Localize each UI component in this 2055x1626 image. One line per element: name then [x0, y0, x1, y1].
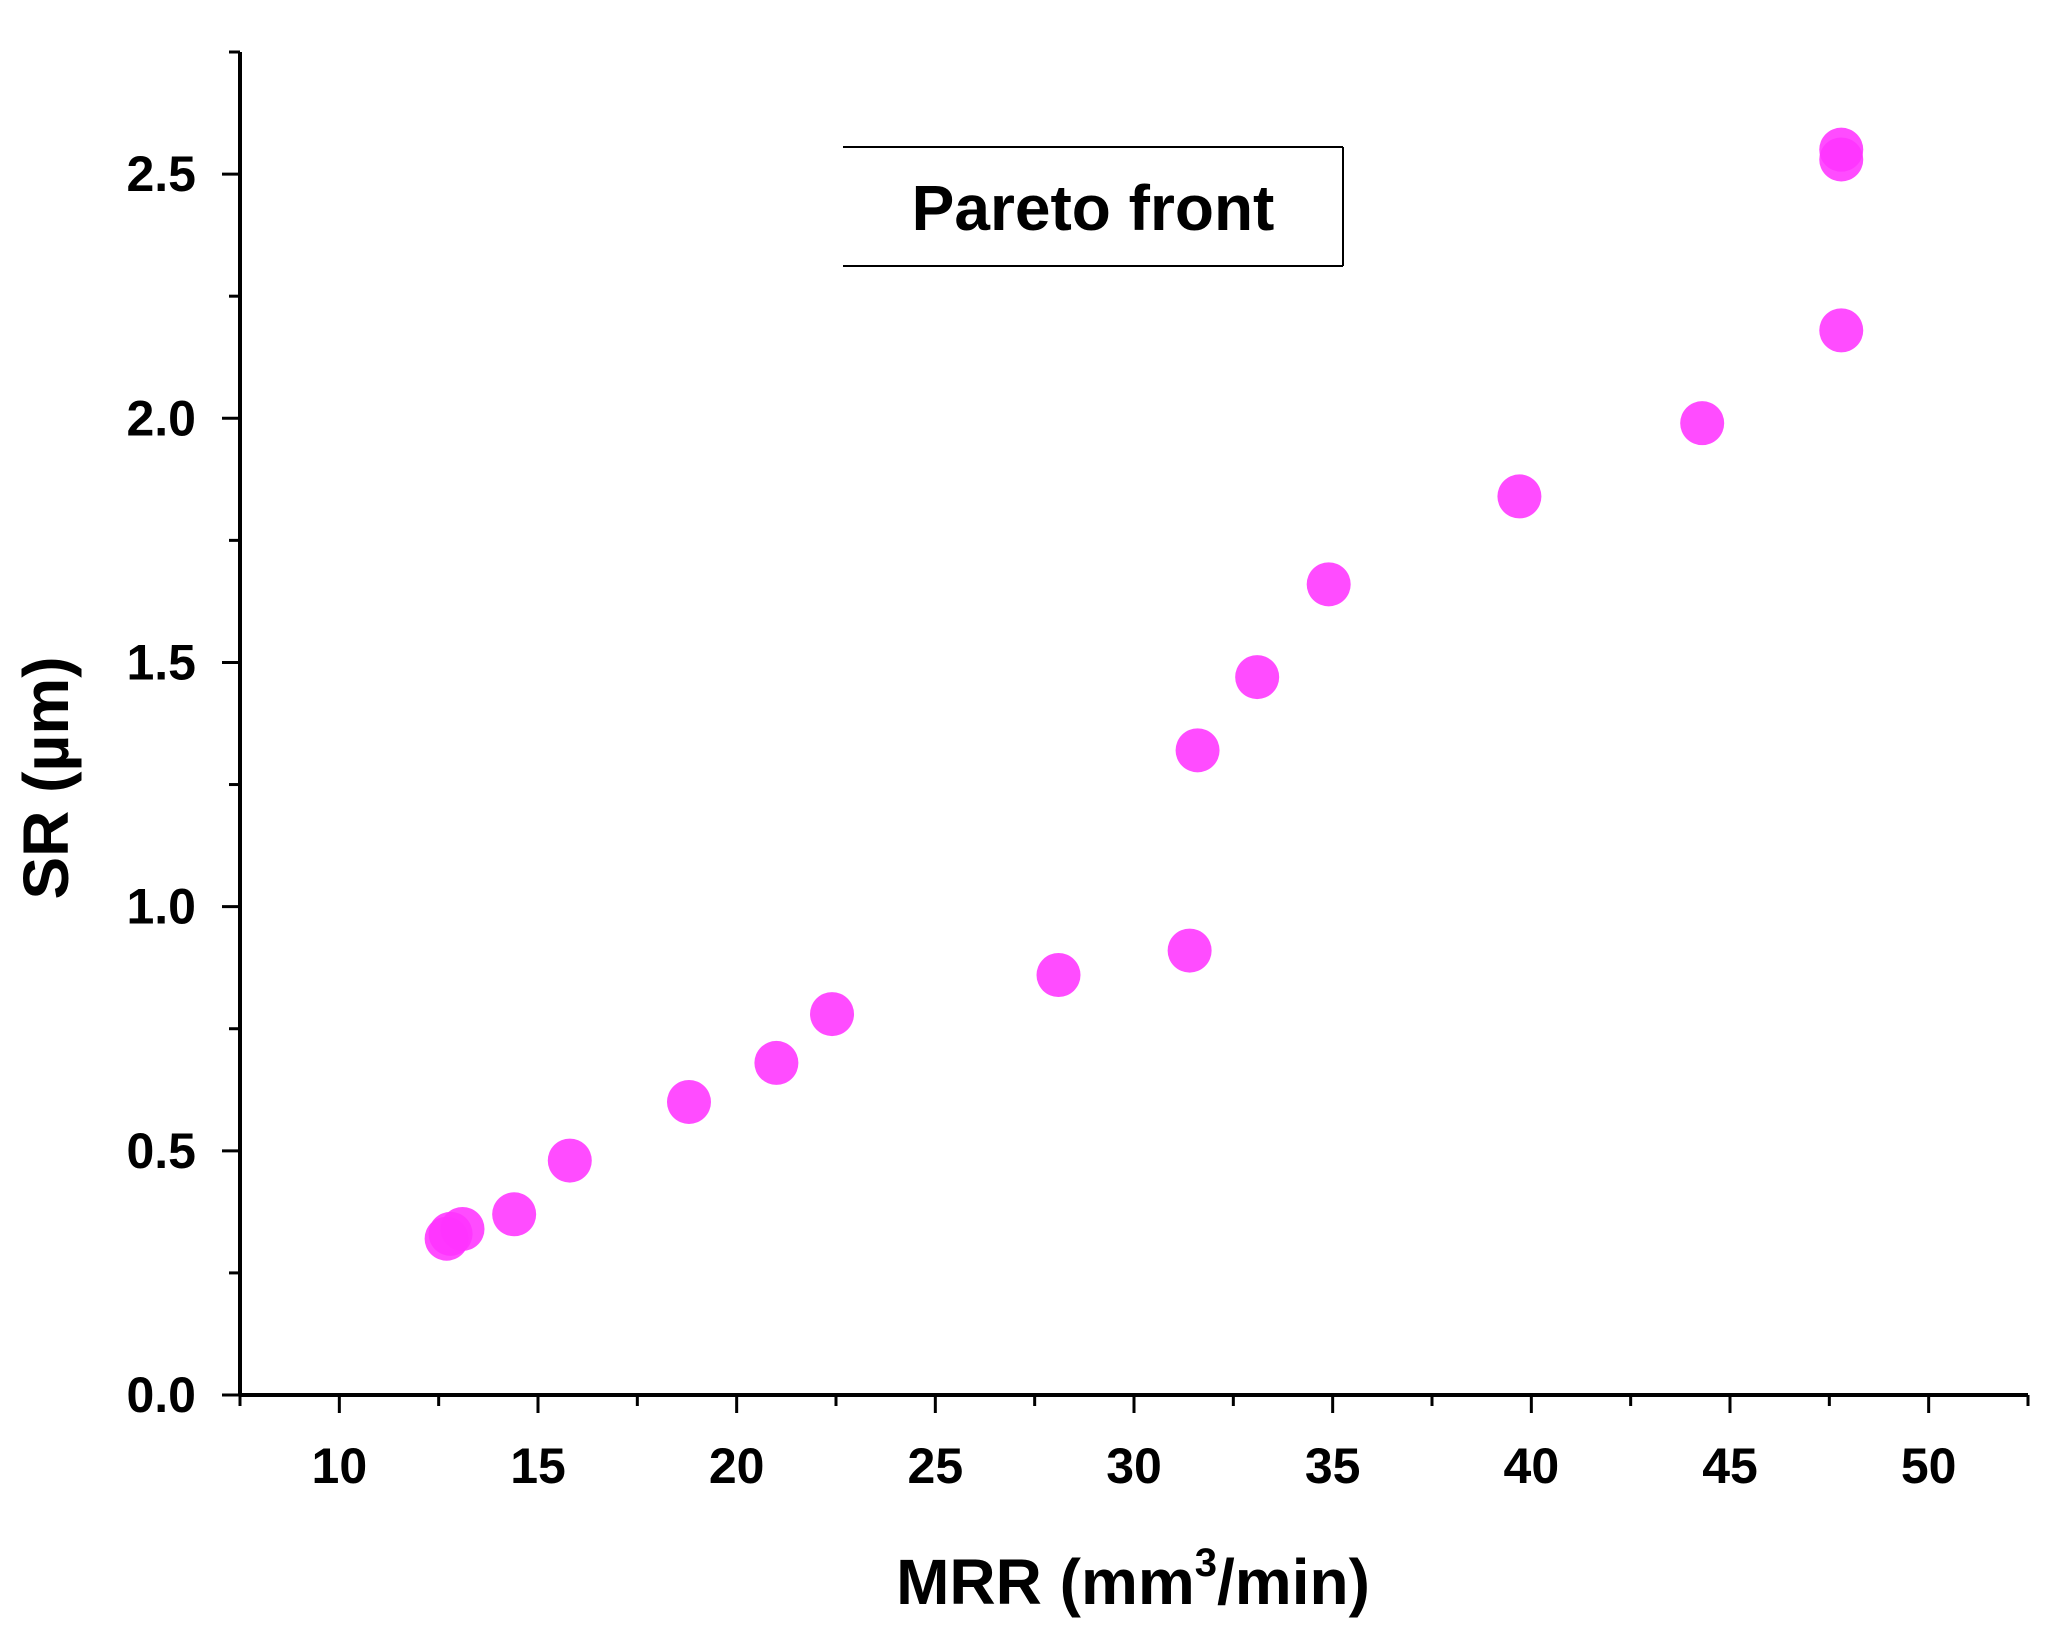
- data-point: [1497, 474, 1542, 519]
- data-point: [1819, 308, 1864, 353]
- x-axis-title: MRR (mm3/min): [896, 1541, 1370, 1618]
- y-tick-label: 2.5: [126, 146, 196, 202]
- x-tick-label: 15: [510, 1438, 566, 1494]
- x-axis-title-superscript: 3: [1195, 1541, 1217, 1585]
- data-point: [492, 1192, 537, 1237]
- data-point: [440, 1206, 485, 1251]
- data-point: [1680, 401, 1725, 446]
- x-tick-label: 10: [312, 1438, 368, 1494]
- y-tick-label: 0.0: [126, 1367, 196, 1423]
- x-axis-title-end: /min): [1217, 1546, 1370, 1618]
- y-tick-label: 2.0: [126, 390, 196, 446]
- x-tick-label: 45: [1702, 1438, 1758, 1494]
- data-point: [1235, 655, 1280, 700]
- y-tick-label: 0.5: [126, 1123, 196, 1179]
- y-tick-label: 1.0: [126, 879, 196, 935]
- data-point: [1036, 953, 1081, 998]
- data-point: [666, 1079, 711, 1124]
- x-tick-label: 35: [1305, 1438, 1361, 1494]
- y-tick-label: 1.5: [126, 634, 196, 690]
- data-point: [1306, 562, 1351, 607]
- data-point: [810, 992, 855, 1037]
- data-point: [754, 1040, 799, 1085]
- y-axis-title: SR (µm): [10, 656, 82, 899]
- data-point: [1167, 928, 1212, 973]
- x-tick-label: 40: [1504, 1438, 1560, 1494]
- data-point: [1175, 728, 1220, 773]
- legend-entry-label: Pareto front: [912, 172, 1275, 244]
- x-axis-title-main: MRR (mm: [896, 1546, 1195, 1618]
- data-points: [424, 127, 1864, 1261]
- x-tick-label: 25: [908, 1438, 964, 1494]
- legend: Pareto front: [843, 146, 1344, 267]
- x-tick-label: 20: [709, 1438, 765, 1494]
- x-tick-label: 30: [1106, 1438, 1162, 1494]
- x-tick-label: 50: [1901, 1438, 1957, 1494]
- data-point: [547, 1138, 592, 1183]
- axes: 10 15 20 25 30 35 40 45 50 0.0 0.5 1.0 1.5 2.0 2.5: [126, 50, 2030, 1494]
- data-point: [1819, 127, 1864, 172]
